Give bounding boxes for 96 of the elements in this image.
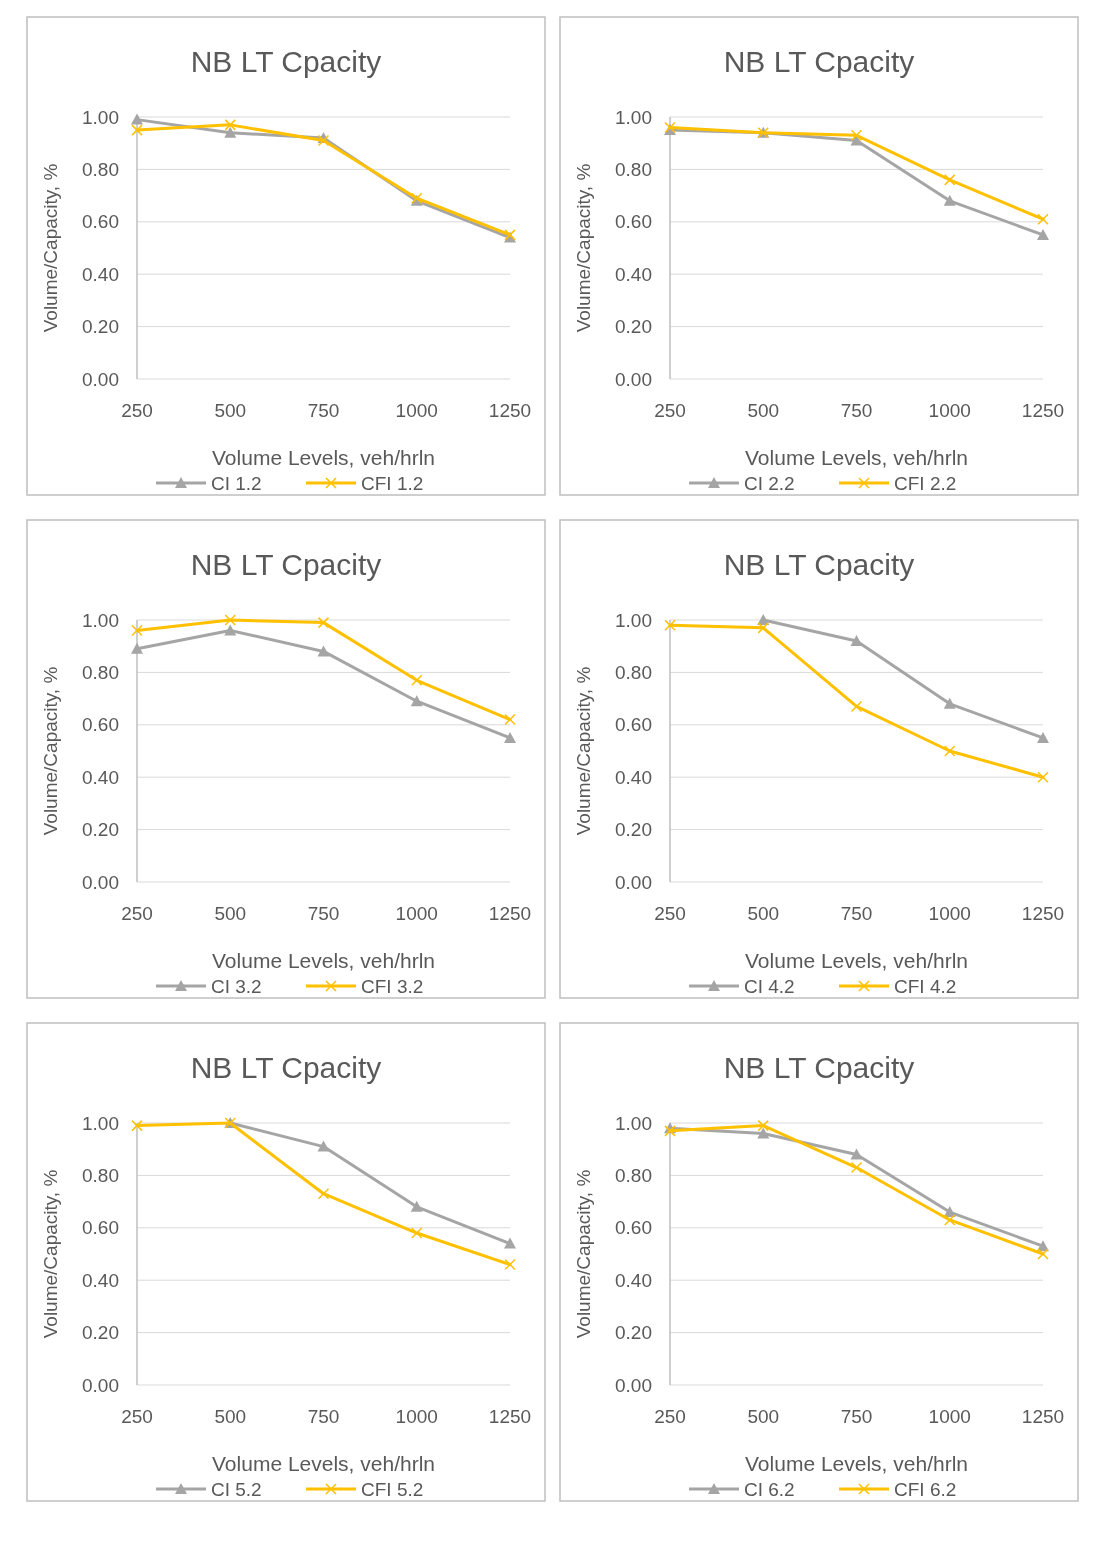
y-tick-label: 0.60 bbox=[615, 211, 652, 233]
x-tick-label: 1000 bbox=[928, 1406, 971, 1427]
x-tick-label: 1000 bbox=[928, 903, 971, 924]
x-tick-label: 1000 bbox=[395, 1406, 438, 1427]
y-axis-title: Volume/Capacity, % bbox=[573, 666, 594, 836]
legend-label: CI 6.2 bbox=[744, 1478, 795, 1500]
y-tick-label: 0.80 bbox=[82, 1165, 119, 1187]
x-tick-label: 750 bbox=[307, 400, 340, 421]
y-tick-label: 0.80 bbox=[615, 159, 652, 181]
y-tick-label: 0.40 bbox=[82, 263, 119, 285]
y-tick-label: 0.40 bbox=[615, 1269, 652, 1291]
x-tick-label: 500 bbox=[214, 400, 247, 421]
y-tick-label: 0.40 bbox=[615, 263, 652, 285]
x-tick-label: 250 bbox=[654, 903, 686, 924]
x-tick-label: 500 bbox=[214, 903, 247, 924]
x-tick-label: 1250 bbox=[1021, 903, 1065, 924]
chart-title: NB LT Cpacity bbox=[723, 1051, 915, 1084]
y-tick-label: 0.40 bbox=[615, 766, 652, 788]
y-tick-label: 0.80 bbox=[615, 1165, 652, 1187]
y-tick-label: 0.00 bbox=[615, 1374, 652, 1396]
x-tick-label: 750 bbox=[840, 400, 873, 421]
chart-title: NB LT Cpacity bbox=[723, 548, 915, 581]
x-axis-title: Volume Levels, veh/hrln bbox=[745, 1452, 968, 1475]
y-tick-label: 0.40 bbox=[82, 1269, 119, 1291]
y-tick-label: 0.60 bbox=[82, 714, 119, 736]
x-tick-label: 250 bbox=[121, 903, 153, 924]
legend-label: CFI 1.2 bbox=[361, 472, 424, 494]
x-tick-label: 1250 bbox=[1021, 1406, 1065, 1427]
y-tick-label: 0.00 bbox=[82, 871, 119, 893]
y-tick-label: 0.00 bbox=[82, 1374, 119, 1396]
x-axis-title: Volume Levels, veh/hrln bbox=[745, 949, 968, 972]
y-tick-label: 0.20 bbox=[82, 316, 119, 338]
x-tick-label: 750 bbox=[307, 903, 340, 924]
chart-title: NB LT Cpacity bbox=[190, 1051, 382, 1084]
y-tick-label: 0.60 bbox=[615, 714, 652, 736]
y-tick-label: 1.00 bbox=[82, 609, 119, 631]
x-tick-label: 750 bbox=[307, 1406, 340, 1427]
x-tick-label: 1250 bbox=[1021, 400, 1065, 421]
y-tick-label: 1.00 bbox=[615, 1112, 652, 1134]
chart-title: NB LT Cpacity bbox=[190, 45, 382, 78]
y-tick-label: 0.80 bbox=[82, 159, 119, 181]
legend-label: CI 1.2 bbox=[211, 472, 262, 494]
y-axis-title: Volume/Capacity, % bbox=[573, 1169, 594, 1339]
legend-label: CFI 3.2 bbox=[361, 975, 424, 997]
x-axis-title: Volume Levels, veh/hrln bbox=[212, 1452, 435, 1475]
legend-label: CFI 6.2 bbox=[894, 1478, 957, 1500]
y-axis-title: Volume/Capacity, % bbox=[573, 163, 594, 333]
x-tick-label: 500 bbox=[747, 400, 780, 421]
y-axis-title: Volume/Capacity, % bbox=[40, 666, 61, 836]
y-tick-label: 0.20 bbox=[615, 819, 652, 841]
x-tick-label: 1250 bbox=[488, 400, 532, 421]
y-tick-label: 0.00 bbox=[615, 871, 652, 893]
x-tick-label: 750 bbox=[840, 1406, 873, 1427]
x-tick-label: 1000 bbox=[928, 400, 971, 421]
y-tick-label: 0.20 bbox=[82, 1322, 119, 1344]
x-tick-label: 1000 bbox=[395, 400, 438, 421]
y-tick-label: 0.00 bbox=[82, 368, 119, 390]
y-tick-label: 0.80 bbox=[82, 662, 119, 684]
legend-label: CI 5.2 bbox=[211, 1478, 262, 1500]
y-axis-title: Volume/Capacity, % bbox=[40, 163, 61, 333]
legend-label: CI 3.2 bbox=[211, 975, 262, 997]
y-tick-label: 0.00 bbox=[615, 368, 652, 390]
y-tick-label: 0.60 bbox=[615, 1217, 652, 1239]
y-tick-label: 1.00 bbox=[615, 106, 652, 128]
legend-label: CFI 4.2 bbox=[894, 975, 957, 997]
y-tick-label: 1.00 bbox=[615, 609, 652, 631]
chart-title: NB LT Cpacity bbox=[190, 548, 382, 581]
legend-label: CFI 2.2 bbox=[894, 472, 957, 494]
chart-title: NB LT Cpacity bbox=[723, 45, 915, 78]
x-tick-label: 250 bbox=[121, 1406, 153, 1427]
y-tick-label: 0.20 bbox=[615, 1322, 652, 1344]
y-tick-label: 0.40 bbox=[82, 766, 119, 788]
y-tick-label: 0.20 bbox=[615, 316, 652, 338]
y-tick-label: 0.60 bbox=[82, 1217, 119, 1239]
legend-label: CI 2.2 bbox=[744, 472, 795, 494]
x-tick-label: 1250 bbox=[488, 903, 532, 924]
x-tick-label: 500 bbox=[214, 1406, 247, 1427]
x-tick-label: 500 bbox=[747, 1406, 780, 1427]
x-tick-label: 250 bbox=[654, 1406, 686, 1427]
y-tick-label: 0.20 bbox=[82, 819, 119, 841]
x-tick-label: 1250 bbox=[488, 1406, 532, 1427]
x-tick-label: 250 bbox=[654, 400, 686, 421]
legend-label: CI 4.2 bbox=[744, 975, 795, 997]
y-tick-label: 0.80 bbox=[615, 662, 652, 684]
x-tick-label: 500 bbox=[747, 903, 780, 924]
x-axis-title: Volume Levels, veh/hrln bbox=[212, 949, 435, 972]
x-tick-label: 750 bbox=[840, 903, 873, 924]
x-tick-label: 250 bbox=[121, 400, 153, 421]
x-tick-label: 1000 bbox=[395, 903, 438, 924]
y-tick-label: 1.00 bbox=[82, 106, 119, 128]
x-axis-title: Volume Levels, veh/hrln bbox=[745, 446, 968, 469]
y-axis-title: Volume/Capacity, % bbox=[40, 1169, 61, 1339]
y-tick-label: 1.00 bbox=[82, 1112, 119, 1134]
legend-label: CFI 5.2 bbox=[361, 1478, 424, 1500]
y-tick-label: 0.60 bbox=[82, 211, 119, 233]
x-axis-title: Volume Levels, veh/hrln bbox=[212, 446, 435, 469]
